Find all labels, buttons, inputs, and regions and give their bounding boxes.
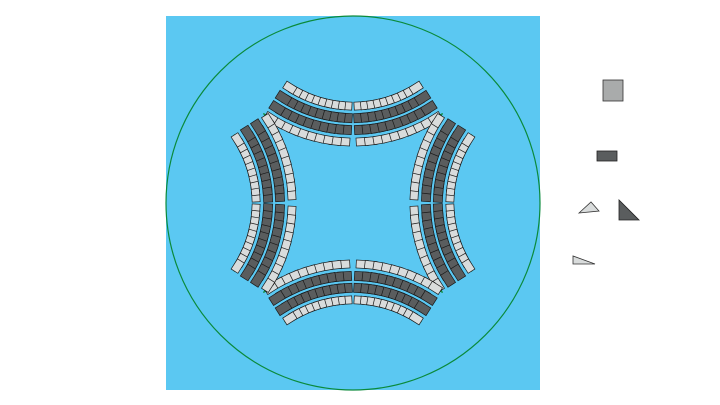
dark-triangle-swatch[interactable] bbox=[618, 199, 640, 221]
light-rectangle-tile bbox=[408, 80, 424, 95]
light-rectangle-tile bbox=[282, 80, 298, 95]
dark-rectangle-tile bbox=[450, 263, 467, 282]
light-rectangle-tile bbox=[430, 113, 445, 129]
dark-rectangle-tile bbox=[239, 263, 256, 282]
dark-rectangle-tile bbox=[420, 289, 438, 307]
dark-rectangle-tile bbox=[413, 300, 432, 317]
light-rectangle-tile bbox=[230, 258, 245, 274]
dark-rectangle-tile bbox=[439, 118, 457, 136]
square-tile-swatch[interactable] bbox=[602, 79, 624, 102]
blue-square-background bbox=[166, 16, 540, 390]
tile-palette bbox=[572, 79, 640, 265]
dark-rectangle-tile bbox=[420, 99, 438, 117]
thin-light-triangle-swatch[interactable] bbox=[572, 255, 596, 265]
dark-rectangle-tile bbox=[268, 99, 286, 117]
light-rectangle-tile bbox=[261, 277, 276, 293]
light-rectangle-tile bbox=[461, 258, 476, 274]
dark-rectangle-tile bbox=[249, 270, 267, 288]
rectangle-tile-swatch[interactable] bbox=[596, 150, 618, 162]
dark-rectangle-tile bbox=[274, 89, 293, 106]
light-rectangle-tile bbox=[408, 311, 424, 326]
small-light-triangle-swatch[interactable] bbox=[577, 201, 600, 214]
light-rectangle-tile bbox=[461, 132, 476, 148]
light-rectangle-tile bbox=[282, 311, 298, 326]
dark-rectangle-tile bbox=[439, 270, 457, 288]
arc-tile-bands bbox=[230, 80, 476, 326]
light-rectangle-tile bbox=[427, 280, 443, 295]
dark-rectangle-tile bbox=[268, 289, 286, 307]
dark-rectangle-tile bbox=[274, 300, 293, 317]
light-rectangle-tile bbox=[230, 132, 245, 148]
outer-guide-circle bbox=[165, 15, 541, 391]
dark-rectangle-tile bbox=[249, 118, 267, 136]
light-rectangle-tile bbox=[261, 113, 276, 129]
dark-rectangle-tile bbox=[450, 124, 467, 143]
dark-rectangle-tile bbox=[413, 89, 432, 106]
dark-rectangle-tile bbox=[239, 124, 256, 143]
